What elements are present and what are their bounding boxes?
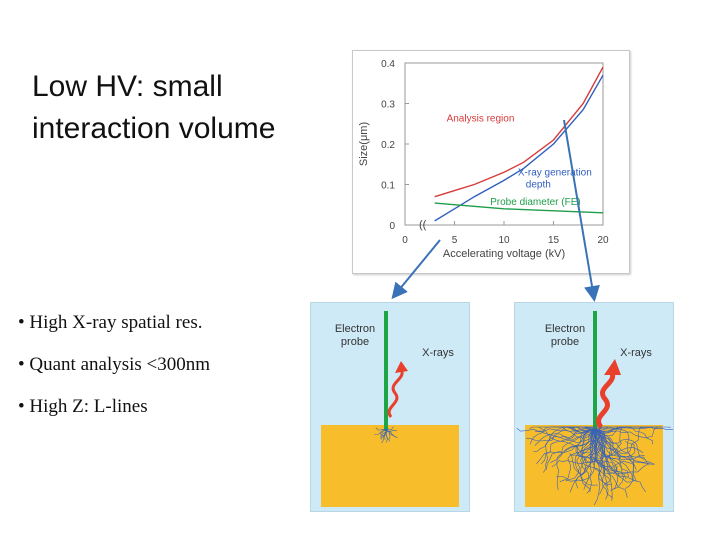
- electron-trajectory: [529, 428, 596, 445]
- x-axis-label: Accelerating voltage (kV): [443, 248, 565, 260]
- x-tick-label: 0: [402, 235, 408, 246]
- bullet-item: • High X-ray spatial res.: [18, 312, 203, 333]
- electron-trajectory: [580, 428, 603, 493]
- electron-trajectories: [516, 426, 673, 506]
- electron-trajectory: [594, 428, 647, 493]
- electron-trajectory: [543, 428, 596, 473]
- electron-trajectories: [374, 426, 398, 444]
- series-line-1: [434, 74, 604, 222]
- x-tick-label: 10: [498, 235, 510, 246]
- low-voltage-graphics: [374, 361, 408, 444]
- electron-trajectory: [591, 428, 637, 470]
- electron-trajectory: [594, 428, 637, 482]
- series-line-0: [434, 66, 604, 198]
- electron-trajectory: [380, 428, 387, 437]
- bullet-item: • High Z: L-lines: [18, 396, 148, 417]
- electron-trajectory: [551, 428, 598, 468]
- electron-trajectory: [570, 428, 612, 464]
- xray-label: X-rays: [620, 347, 652, 359]
- electron-trajectory: [594, 428, 650, 475]
- probe-label-line-1: Electron: [544, 323, 586, 335]
- electron-probe-label: Electron probe: [325, 323, 385, 349]
- series-label: Probe diameter (FE): [490, 197, 581, 208]
- electron-trajectory: [536, 428, 597, 465]
- electron-trajectory: [593, 428, 601, 506]
- y-tick-label: 0.3: [381, 100, 395, 111]
- x-tick-label: 15: [548, 235, 560, 246]
- electron-trajectory: [516, 426, 596, 432]
- electron-trajectory: [594, 428, 636, 458]
- electron-trajectory: [594, 427, 653, 445]
- size-vs-voltage-chart: 0 0.1 0.2 0.3 0.4 0 5 10 15 20 (( Accelerating volt…: [358, 59, 609, 260]
- electron-probe-label: Electron probe: [535, 323, 595, 349]
- electron-trajectory: [594, 426, 658, 430]
- probe-label-line-1: Electron: [334, 323, 376, 335]
- y-tick-label: 0.1: [381, 181, 395, 192]
- y-axis-label: Size(μm): [358, 122, 370, 166]
- electron-trajectory: [580, 428, 596, 490]
- low-voltage-panel: Electron probe X-rays: [310, 302, 470, 512]
- y-tick-label: 0.4: [381, 59, 395, 70]
- electron-beam: [384, 311, 388, 431]
- electron-trajectory: [375, 427, 387, 431]
- electron-trajectory: [594, 428, 649, 466]
- x-tick-label: 20: [597, 235, 609, 246]
- electron-trajectory: [594, 426, 628, 458]
- high-voltage-graphics: [516, 359, 673, 506]
- slide-title-line-1: Low HV: small: [32, 70, 223, 103]
- series-label: Analysis region: [447, 114, 515, 125]
- electron-trajectory: [534, 428, 596, 446]
- electron-trajectory: [544, 428, 596, 470]
- probe-label-line-2: probe: [340, 336, 370, 348]
- bullet-list: • High X-ray spatial res. • Quant analys…: [18, 312, 308, 438]
- high-voltage-panel: Electron probe X-rays: [514, 302, 674, 512]
- xray-arrowhead: [604, 359, 621, 375]
- y-tick-label: 0: [389, 221, 395, 232]
- y-tick-label: 0.2: [381, 140, 395, 151]
- electron-trajectory: [525, 426, 596, 442]
- electron-trajectory: [385, 426, 394, 431]
- electron-trajectory: [594, 426, 643, 454]
- axis-break-mark: ((: [419, 219, 427, 231]
- xray-wave: [387, 368, 404, 418]
- electron-trajectory: [385, 428, 390, 442]
- electron-beam: [593, 311, 597, 431]
- x-tick-label: 5: [452, 235, 458, 246]
- electron-trajectory: [569, 428, 596, 476]
- electron-trajectory: [559, 428, 597, 483]
- electron-trajectory: [385, 428, 397, 432]
- electron-trajectory: [540, 428, 596, 465]
- probe-label-line-2: probe: [550, 336, 580, 348]
- slide-title: Low HV: small interaction volume: [32, 66, 332, 150]
- xray-label: X-rays: [422, 347, 454, 359]
- series-label: depth: [526, 180, 551, 191]
- xray-arrowhead: [395, 361, 408, 373]
- xray-wave: [596, 369, 616, 429]
- electron-trajectory: [576, 428, 608, 487]
- electron-trajectory: [552, 426, 596, 431]
- bullet-item: • Quant analysis <300nm: [18, 354, 211, 375]
- electron-trajectory: [556, 428, 596, 481]
- chart-frame: 0 0.1 0.2 0.3 0.4 0 5 10 15 20 (( Accelerating volt…: [352, 50, 630, 274]
- slide-title-line-2: interaction volume: [32, 112, 276, 145]
- electron-trajectory: [594, 428, 655, 465]
- series-label: X-ray generation: [518, 168, 592, 179]
